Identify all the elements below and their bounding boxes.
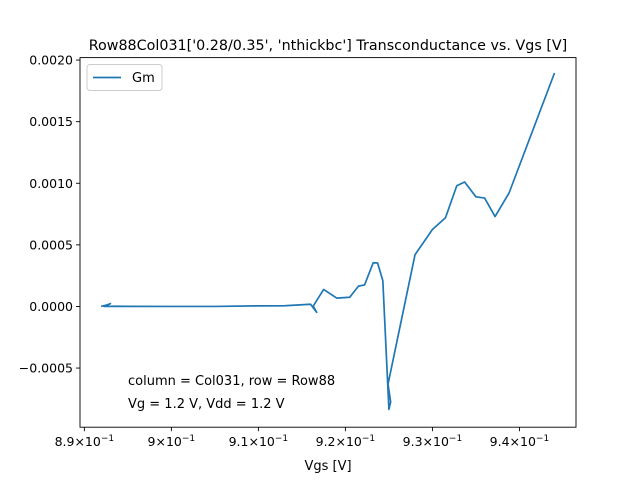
- y-tick-label: −0.0005: [19, 361, 73, 376]
- axis-ticks: 8.9×10−1 9×10−1 9.1×10−1 9.2×10−1 9.3×10−1 9.…: [19, 53, 549, 450]
- x-tick-label: 9.4×10−1: [490, 434, 550, 449]
- x-tick-label: 9.3×10−1: [403, 434, 463, 449]
- x-axis-label: Vgs [V]: [304, 459, 351, 474]
- axes-frame: [79, 57, 577, 428]
- legend-box: [86, 64, 163, 91]
- legend: Gm: [86, 64, 163, 91]
- x-tick-label: 8.9×10−1: [55, 434, 115, 449]
- y-tick-label: 0.0000: [29, 299, 73, 314]
- y-tick-label: 0.0010: [29, 176, 73, 191]
- annotation-voltages: Vg = 1.2 V, Vdd = 1.2 V: [128, 397, 285, 412]
- x-tick-label: 9.1×10−1: [229, 434, 289, 449]
- legend-label-gm: Gm: [132, 71, 155, 86]
- y-tick-label: 0.0015: [29, 114, 73, 129]
- series-line-gm: [100, 72, 556, 411]
- chart-title: Row88Col031['0.28/0.35', 'nthickbc'] Tra…: [89, 38, 568, 54]
- x-tick-label: 9×10−1: [148, 434, 196, 449]
- x-tick-label: 9.2×10−1: [316, 434, 376, 449]
- y-tick-label: 0.0020: [29, 53, 73, 68]
- annotation-column-row: column = Col031, row = Row88: [128, 374, 335, 389]
- y-tick-label: 0.0005: [29, 237, 73, 252]
- plot-area: [100, 72, 556, 411]
